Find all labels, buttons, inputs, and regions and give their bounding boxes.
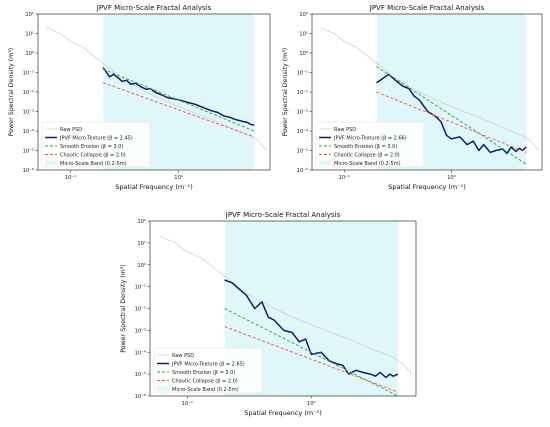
series-line-micro bbox=[102, 67, 255, 126]
legend-label: Chaotic Collapse (β = 2.0) bbox=[334, 153, 400, 159]
legend: Raw PSD JPVF Micro-Texture (β = 2.45) Smoo… bbox=[41, 121, 151, 168]
y-tick-label: 10⁰ bbox=[299, 51, 308, 57]
chart-panel-2: 10⁻⁶ 10⁻⁵ 10⁻⁴ 10⁻³ 10⁻² 10⁻¹ 10⁰ 10¹ 10² 10⁻¹ 10⁰… bbox=[282, 4, 543, 191]
legend-swatch-band bbox=[45, 160, 57, 166]
y-tick-label: 10⁻⁴ bbox=[297, 129, 308, 135]
legend-label: Smooth Erosion (β = 3.0) bbox=[334, 144, 397, 150]
series-line-micro bbox=[376, 73, 527, 155]
y-tick-label: 10⁻² bbox=[297, 90, 308, 96]
series-line-raw bbox=[320, 27, 539, 151]
legend-box bbox=[41, 121, 151, 168]
x-tick-label: 10⁻¹ bbox=[65, 175, 76, 181]
x-tick-label: 10⁰ bbox=[307, 401, 316, 407]
chart-title: JPVF Micro-Scale Fractal Analysis bbox=[369, 4, 485, 12]
legend: Raw PSD JPVF Micro-Texture (β = 2.66) Smoo… bbox=[315, 121, 425, 168]
legend-swatch-band bbox=[157, 386, 169, 392]
y-tick-label: 10⁰ bbox=[137, 263, 146, 269]
series-line-raw bbox=[46, 27, 267, 151]
legend-label: Raw PSD bbox=[334, 127, 356, 133]
y-tick-label: 10¹ bbox=[25, 32, 34, 38]
legend: Raw PSD JPVF Micro-Texture (β = 2.65) Smoo… bbox=[153, 347, 263, 394]
chart-title: JPVF Micro-Scale Fractal Analysis bbox=[225, 211, 341, 219]
series-line-chaotic bbox=[102, 82, 255, 138]
y-tick-label: 10¹ bbox=[137, 241, 146, 247]
chart-title: JPVF Micro-Scale Fractal Analysis bbox=[96, 4, 212, 12]
y-axis-label: Power Spectral Density (m³) bbox=[120, 264, 127, 353]
y-axis-label: Power Spectral Density (m³) bbox=[8, 48, 15, 137]
legend-label: Micro-Scale Band (0.2-5m) bbox=[172, 387, 239, 393]
x-tick-label: 10⁰ bbox=[174, 175, 183, 181]
y-tick-label: 10⁻⁵ bbox=[135, 372, 146, 378]
legend-label: JPVF Micro-Texture (β = 2.45) bbox=[59, 136, 133, 142]
legend-label: Smooth Erosion (β = 3.0) bbox=[172, 370, 235, 376]
y-tick-label: 10² bbox=[137, 219, 146, 225]
series-line-chaotic bbox=[376, 91, 527, 153]
chart-panel-3: 10⁻⁶ 10⁻⁵ 10⁻⁴ 10⁻³ 10⁻² 10⁻¹ 10⁰ 10¹ 10² 10⁻¹ 10⁰… bbox=[120, 211, 417, 417]
series-line-smooth bbox=[224, 308, 399, 397]
y-tick-label: 10⁻⁶ bbox=[297, 168, 308, 174]
y-tick-label: 10² bbox=[25, 12, 34, 18]
y-tick-label: 10⁻⁴ bbox=[23, 129, 34, 135]
y-tick-label: 10⁻² bbox=[23, 90, 34, 96]
y-tick-label: 10⁻⁵ bbox=[23, 149, 34, 155]
series-line-micro bbox=[224, 279, 399, 379]
y-axis-label: Power Spectral Density (m³) bbox=[282, 48, 289, 137]
legend-label: Chaotic Collapse (β = 2.0) bbox=[172, 379, 238, 385]
legend-box bbox=[153, 347, 263, 394]
x-axis-label: Spatial Frequency (m⁻¹) bbox=[244, 409, 322, 417]
legend-label: Raw PSD bbox=[172, 353, 194, 359]
y-tick-label: 10⁻³ bbox=[135, 328, 146, 334]
y-tick-label: 10¹ bbox=[299, 32, 308, 38]
y-tick-label: 10⁻⁵ bbox=[297, 149, 308, 155]
legend-box bbox=[315, 121, 425, 168]
chart-panel-1: 10⁻⁶ 10⁻⁵ 10⁻⁴ 10⁻³ 10⁻² 10⁻¹ 10⁰ 10¹ 10² 10⁻¹ 10⁰… bbox=[8, 4, 271, 191]
x-axis-label: Spatial Frequency (m⁻¹) bbox=[115, 183, 193, 191]
legend-label: Micro-Scale Band (0.2-5m) bbox=[60, 161, 127, 167]
y-tick-label: 10⁻⁶ bbox=[135, 394, 146, 400]
y-tick-label: 10⁻⁴ bbox=[135, 350, 146, 356]
series-line-raw bbox=[159, 235, 413, 375]
y-tick-label: 10⁰ bbox=[25, 51, 34, 57]
y-tick-label: 10⁻³ bbox=[297, 110, 308, 116]
x-tick-label: 10⁻¹ bbox=[339, 175, 350, 181]
y-tick-label: 10⁻¹ bbox=[297, 71, 308, 77]
legend-label: Smooth Erosion (β = 3.0) bbox=[60, 144, 123, 150]
y-tick-label: 10² bbox=[299, 12, 308, 18]
y-tick-label: 10⁻⁶ bbox=[23, 168, 34, 174]
legend-label: Micro-Scale Band (0.2-5m) bbox=[334, 161, 401, 167]
x-tick-label: 10⁻¹ bbox=[182, 401, 193, 407]
legend-label: Chaotic Collapse (β = 2.0) bbox=[60, 153, 126, 159]
y-tick-label: 10⁻² bbox=[135, 307, 146, 313]
x-tick-label: 10⁰ bbox=[447, 175, 456, 181]
series-line-smooth bbox=[102, 68, 255, 132]
y-tick-label: 10⁻³ bbox=[23, 110, 34, 116]
y-tick-label: 10⁻¹ bbox=[23, 71, 34, 77]
series-line-chaotic bbox=[224, 326, 399, 393]
legend-label: JPVF Micro-Texture (β = 2.65) bbox=[171, 362, 245, 368]
y-tick-label: 10⁻¹ bbox=[135, 285, 146, 291]
legend-label: Raw PSD bbox=[60, 127, 82, 133]
legend-label: JPVF Micro-Texture (β = 2.66) bbox=[333, 136, 407, 142]
x-axis-label: Spatial Frequency (m⁻¹) bbox=[388, 183, 466, 191]
legend-swatch-band bbox=[319, 160, 331, 166]
